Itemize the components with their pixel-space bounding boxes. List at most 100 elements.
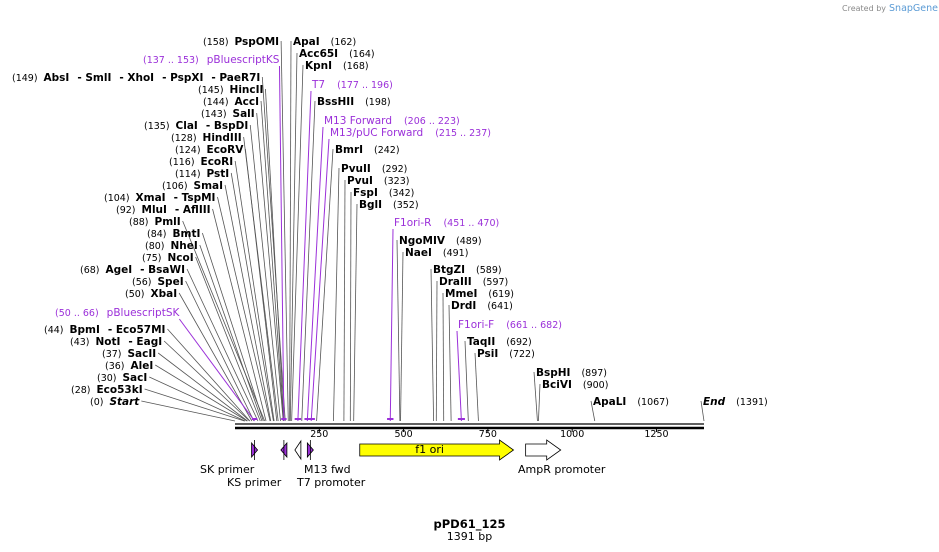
enzyme-paer7i[interactable]: - PaeR7I — [211, 72, 260, 84]
enzyme-smai[interactable]: SmaI — [194, 180, 224, 192]
enzyme-start[interactable]: Start — [109, 396, 140, 408]
feature-sk-primer[interactable]: SK primer — [200, 440, 259, 476]
site-spei[interactable]: (56) SpeI — [132, 276, 184, 288]
enzyme-btgzi[interactable]: BtgZI — [433, 264, 465, 276]
enzyme-mmei[interactable]: MmeI — [445, 288, 477, 300]
enzyme-bsshii[interactable]: BssHII — [317, 96, 354, 108]
site-bgli[interactable]: BglI (352) — [359, 199, 419, 211]
site-pmli[interactable]: (88) PmlI — [129, 216, 181, 228]
site-xbai[interactable]: (50) XbaI — [125, 288, 177, 300]
enzyme-acc65i[interactable]: Acc65I — [299, 48, 338, 60]
enzyme-drdi[interactable]: DrdI — [451, 300, 476, 312]
enzyme-tspmi[interactable]: - TspMI — [174, 192, 216, 204]
site-draiii[interactable]: DraIII (597) — [439, 276, 508, 288]
enzyme-pspxi[interactable]: - PspXI — [162, 72, 203, 84]
enzyme-sali[interactable]: SalI — [233, 108, 255, 120]
enzyme-bsphi[interactable]: BspHI — [536, 367, 570, 379]
site-mmei[interactable]: MmeI (619) — [445, 288, 514, 300]
feature-f1-ori[interactable]: f1 ori — [359, 439, 515, 461]
site-naei[interactable]: NaeI (491) — [405, 247, 468, 259]
enzyme-bspdi[interactable]: - BspDI — [206, 120, 248, 132]
site-clai[interactable]: (135) ClaI - BspDI — [144, 120, 248, 132]
site-absi[interactable]: (149) AbsI - SmlI - XhoI - PspXI - PaeR7I — [12, 72, 260, 84]
enzyme-agei[interactable]: AgeI — [106, 264, 133, 276]
enzyme-pvui[interactable]: PvuI — [347, 175, 373, 187]
enzyme-pvuii[interactable]: PvuII — [341, 163, 371, 175]
enzyme-naei[interactable]: NaeI — [405, 247, 432, 259]
site-bsphi[interactable]: BspHI (897) — [536, 367, 607, 379]
enzyme-noti[interactable]: NotI — [96, 336, 121, 348]
site-bsshii[interactable]: BssHII (198) — [317, 96, 391, 108]
site-pspomi[interactable]: (158) PspOMI — [203, 36, 279, 48]
enzyme-draiii[interactable]: DraIII — [439, 276, 472, 288]
site-bpmi[interactable]: (44) BpmI - Eco57MI — [44, 324, 165, 336]
enzyme-xbai[interactable]: XbaI — [151, 288, 178, 300]
feature-ampr-promoter[interactable]: AmpR promoter — [518, 439, 606, 476]
enzyme-psii[interactable]: PsiI — [477, 348, 498, 360]
feature-t7-promoter[interactable]: T7 promoter — [294, 439, 366, 489]
enzyme-alei[interactable]: AleI — [131, 360, 154, 372]
site-drdi[interactable]: DrdI (641) — [451, 300, 513, 312]
site-hincii[interactable]: (145) HincII — [198, 84, 263, 96]
feature-ks-primer[interactable]: KS primer — [227, 440, 288, 489]
enzyme-smli[interactable]: - SmlI — [77, 72, 111, 84]
enzyme-sacii[interactable]: SacII — [128, 348, 157, 360]
enzyme-xmai[interactable]: XmaI — [136, 192, 166, 204]
site-psti[interactable]: (114) PstI — [175, 168, 229, 180]
site-sacii[interactable]: (37) SacII — [102, 348, 156, 360]
enzyme-bpmi[interactable]: BpmI — [70, 324, 100, 336]
feature-m13-fwd[interactable]: M13 fwd — [304, 440, 351, 476]
site-xmai[interactable]: (104) XmaI - TspMI — [104, 192, 215, 204]
feature-arrow[interactable] — [525, 439, 562, 461]
feature-arrow[interactable] — [294, 439, 302, 461]
enzyme-nhei[interactable]: NheI — [171, 240, 198, 252]
primer-label[interactable]: pBluescriptKS — [207, 54, 280, 66]
site-bmti[interactable]: (84) BmtI — [147, 228, 200, 240]
site-apali[interactable]: ApaLI (1067) — [593, 396, 669, 408]
primer-f1ori-r[interactable]: (451 .. 470) F1ori-R — [394, 217, 499, 229]
enzyme-acci[interactable]: AccI — [235, 96, 259, 108]
enzyme-mlui[interactable]: MluI — [142, 204, 167, 216]
site-end[interactable]: End (1391) — [703, 396, 768, 408]
enzyme-ecorv[interactable]: EcoRV — [207, 144, 245, 156]
primer-f1ori-f[interactable]: (661 .. 682) F1ori-F — [458, 319, 562, 331]
enzyme-eco57mi[interactable]: - Eco57MI — [108, 324, 166, 336]
enzyme-fspi[interactable]: FspI — [353, 187, 378, 199]
site-psii[interactable]: PsiI (722) — [477, 348, 535, 360]
enzyme-clai[interactable]: ClaI — [176, 120, 198, 132]
enzyme-hindiii[interactable]: HindIII — [203, 132, 242, 144]
enzyme-afliii[interactable]: - AflIII — [175, 204, 211, 216]
site-pvui[interactable]: PvuI (323) — [347, 175, 409, 187]
enzyme-absi[interactable]: AbsI — [44, 72, 70, 84]
primer-m13-forward[interactable]: (206 .. 223) M13 Forward — [324, 115, 460, 127]
site-agei[interactable]: (68) AgeI - BsaWI — [80, 264, 185, 276]
site-ngomiv[interactable]: NgoMIV (489) — [399, 235, 482, 247]
enzyme-pspomi[interactable]: PspOMI — [235, 36, 280, 48]
site-kpni[interactable]: KpnI (168) — [305, 60, 369, 72]
site-acci[interactable]: (144) AccI — [203, 96, 259, 108]
site-pvuii[interactable]: PvuII (292) — [341, 163, 407, 175]
site-acc65i[interactable]: Acc65I (164) — [299, 48, 375, 60]
enzyme-saci[interactable]: SacI — [123, 372, 148, 384]
site-taqii[interactable]: TaqII (692) — [467, 336, 532, 348]
site-apai[interactable]: ApaI (162) — [293, 36, 356, 48]
enzyme-taqii[interactable]: TaqII — [467, 336, 495, 348]
enzyme-ecori[interactable]: EcoRI — [201, 156, 234, 168]
enzyme-xhoi[interactable]: - XhoI — [119, 72, 154, 84]
enzyme-end[interactable]: End — [703, 396, 726, 408]
site-noti[interactable]: (43) NotI - EagI — [70, 336, 162, 348]
site-start[interactable]: (0) Start — [90, 396, 140, 408]
site-eco53ki[interactable]: (28) Eco53kI — [71, 384, 143, 396]
site-sali[interactable]: (143) SalI — [201, 108, 255, 120]
primer-label[interactable]: F1ori-R — [394, 217, 431, 229]
site-bmri[interactable]: BmrI (242) — [335, 144, 400, 156]
primer-label[interactable]: pBluescriptSK — [107, 307, 181, 319]
enzyme-bmti[interactable]: BmtI — [173, 228, 201, 240]
enzyme-bmri[interactable]: BmrI — [335, 144, 363, 156]
primer-label[interactable]: F1ori-F — [458, 319, 494, 331]
enzyme-eco53ki[interactable]: Eco53kI — [97, 384, 143, 396]
site-ecorv[interactable]: (124) EcoRV — [175, 144, 244, 156]
site-saci[interactable]: (30) SacI — [97, 372, 147, 384]
primer-label[interactable]: M13 Forward — [324, 115, 392, 127]
enzyme-bcivi[interactable]: BciVI — [542, 379, 572, 391]
